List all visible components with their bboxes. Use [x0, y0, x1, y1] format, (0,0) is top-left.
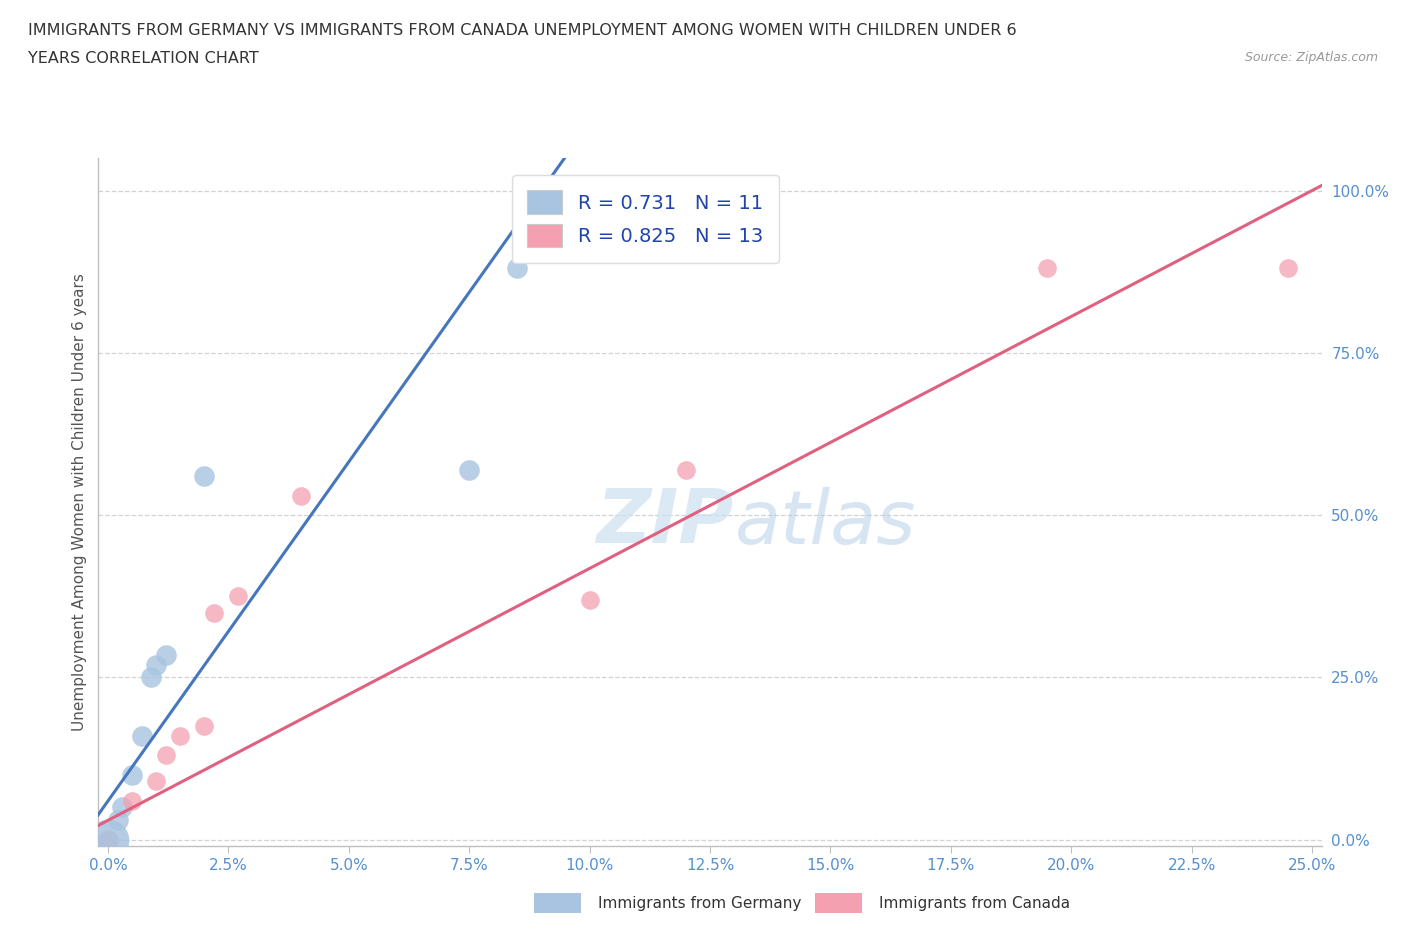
- Point: [121, 793, 143, 808]
- Y-axis label: Unemployment Among Women with Children Under 6 years: Unemployment Among Women with Children U…: [72, 273, 87, 731]
- Point: [145, 774, 167, 789]
- Point: [1277, 261, 1299, 276]
- Point: [226, 589, 249, 604]
- Point: [193, 469, 215, 484]
- Point: [155, 647, 177, 662]
- Point: [155, 748, 177, 763]
- Legend: R = 0.731   N = 11, R = 0.825   N = 13: R = 0.731 N = 11, R = 0.825 N = 13: [512, 175, 779, 263]
- Point: [169, 728, 191, 743]
- Text: Immigrants from Germany: Immigrants from Germany: [598, 897, 801, 911]
- Text: IMMIGRANTS FROM GERMANY VS IMMIGRANTS FROM CANADA UNEMPLOYMENT AMONG WOMEN WITH : IMMIGRANTS FROM GERMANY VS IMMIGRANTS FR…: [28, 23, 1017, 38]
- Point: [1036, 261, 1059, 276]
- Point: [145, 658, 167, 672]
- Point: [107, 813, 129, 828]
- Text: Immigrants from Canada: Immigrants from Canada: [879, 897, 1070, 911]
- Point: [97, 832, 120, 847]
- Point: [578, 592, 600, 607]
- Point: [675, 462, 697, 477]
- Point: [97, 832, 120, 847]
- Text: ZIP: ZIP: [598, 486, 734, 559]
- Point: [97, 832, 120, 847]
- Point: [131, 728, 153, 743]
- Point: [193, 719, 215, 734]
- Point: [141, 670, 163, 684]
- Point: [121, 767, 143, 782]
- Text: atlas: atlas: [734, 486, 915, 559]
- Point: [202, 605, 225, 620]
- Text: YEARS CORRELATION CHART: YEARS CORRELATION CHART: [28, 51, 259, 66]
- Point: [458, 462, 481, 477]
- Point: [506, 261, 529, 276]
- Point: [290, 488, 312, 503]
- Text: Source: ZipAtlas.com: Source: ZipAtlas.com: [1244, 51, 1378, 64]
- Point: [111, 800, 134, 815]
